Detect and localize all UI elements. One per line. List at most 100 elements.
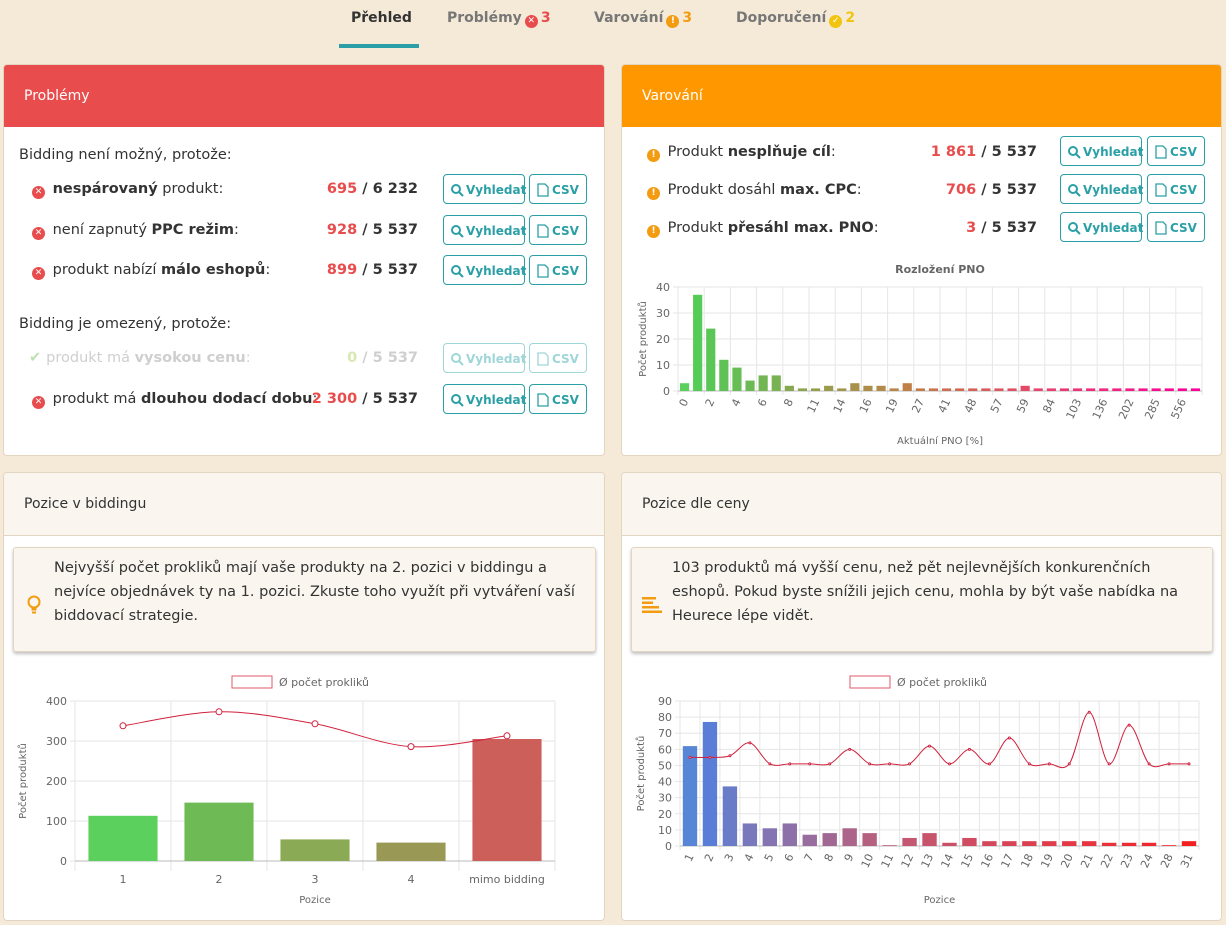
avg-clicks-point [1067, 762, 1071, 766]
bar [784, 385, 794, 391]
bar [184, 802, 254, 861]
price-panel-title: Pozice dle ceny [622, 473, 1221, 536]
x-tick-label: 16 [857, 397, 875, 415]
bar [1101, 842, 1117, 846]
bar [810, 388, 821, 391]
tab-overview-label: Přehled [351, 10, 412, 26]
legend-swatch [231, 675, 273, 689]
search-button[interactable]: Vyhledat [443, 384, 526, 414]
error-icon: ✕ [32, 227, 45, 240]
y-tick-label: 20 [658, 808, 672, 821]
search-button[interactable]: Vyhledat [443, 255, 526, 285]
csv-button[interactable]: CSV [529, 215, 587, 245]
csv-button[interactable]: CSV [529, 384, 587, 414]
avg-clicks-point [908, 762, 912, 766]
x-tick-label: 6 [782, 852, 797, 864]
file-icon [537, 224, 549, 238]
warning-row-goal: ! Produkt nesplňuje cíl: [644, 144, 836, 162]
tab-problems-count: 3 [540, 10, 551, 26]
tab-bar: Přehled Problémy ✕ 3 Varování! 3 Doporučení… [0, 0, 1226, 50]
search-button[interactable]: Vyhledat [1060, 136, 1143, 166]
search-button[interactable]: Vyhledat [1060, 174, 1143, 204]
bar [472, 739, 542, 861]
y-tick-label: 90 [658, 695, 672, 708]
bar [1086, 388, 1096, 391]
bar [955, 388, 965, 391]
x-tick-label: 14 [939, 852, 957, 870]
bar [1059, 388, 1070, 391]
avg-clicks-point [1087, 710, 1091, 714]
avg-clicks-line [122, 711, 508, 748]
tab-warnings-count: 3 [682, 10, 693, 26]
avg-clicks-point [808, 762, 812, 766]
bar [882, 845, 897, 846]
y-tick-label: 20 [656, 333, 670, 346]
bar [88, 815, 158, 861]
x-tick-label: 16 [978, 852, 996, 870]
bar [679, 383, 690, 391]
x-tick-label: 23 [1118, 852, 1136, 870]
search-button[interactable]: Vyhledat [1060, 212, 1143, 242]
search-icon [1068, 146, 1081, 159]
x-tick-label: 15 [958, 852, 976, 870]
x-tick-label: 59 [1014, 397, 1032, 415]
search-button-disabled[interactable]: Vyhledat [443, 343, 526, 373]
bar [824, 385, 834, 391]
y-tick-label: 70 [658, 727, 672, 740]
tab-problems[interactable]: Problémy ✕ 3 [447, 10, 551, 28]
tab-overview[interactable]: Přehled [351, 10, 412, 26]
avg-clicks-point [708, 755, 712, 759]
x-tick-label: 1 [682, 852, 697, 864]
y-tick-label: 30 [658, 792, 672, 805]
search-button[interactable]: Vyhledat [443, 215, 526, 245]
bidding-limited-heading: Bidding je omezený, protože: [19, 316, 232, 332]
avg-clicks-point [1007, 736, 1011, 740]
bidding-tip: Nejvyšší počet prokliků mají vaše produk… [13, 547, 596, 652]
warning-icon: ! [666, 15, 680, 28]
bar [1022, 841, 1037, 846]
bar [981, 388, 991, 391]
x-axis-title: Pozice [299, 895, 330, 906]
bar [1138, 388, 1148, 391]
y-tick-label: 50 [658, 759, 672, 772]
x-tick-label: 11 [879, 852, 897, 870]
warning-count-max-pno: 3 / 5 537 [966, 220, 1037, 236]
avg-clicks-point [1027, 762, 1031, 766]
y-tick-label: 0 [663, 385, 670, 398]
x-tick-label: 556 [1168, 397, 1189, 422]
csv-button[interactable]: CSV [1147, 212, 1205, 242]
x-tick-label: 27 [909, 397, 927, 415]
csv-button[interactable]: CSV [1147, 136, 1205, 166]
search-icon [1068, 184, 1081, 197]
bar [822, 833, 837, 846]
tab-recommendations[interactable]: Doporučení ✓ 2 [736, 10, 855, 28]
bar [802, 834, 817, 846]
csv-button-disabled[interactable]: CSV [529, 343, 587, 373]
csv-button[interactable]: CSV [529, 174, 587, 204]
x-tick-label: 4 [742, 852, 757, 864]
y-tick-label: 400 [46, 695, 67, 708]
x-tick-label: 3 [722, 852, 737, 864]
csv-button[interactable]: CSV [1147, 174, 1205, 204]
search-icon [1068, 222, 1081, 235]
search-icon [451, 353, 464, 366]
x-tick-label: 24 [1138, 852, 1156, 870]
bar [1177, 388, 1187, 391]
y-tick-label: 40 [656, 281, 670, 294]
bar [1190, 388, 1201, 391]
bar [962, 837, 977, 846]
x-tick-label: 202 [1116, 397, 1137, 422]
bidding-panel-title: Pozice v biddingu [4, 473, 604, 536]
bar [1121, 842, 1137, 846]
tab-warnings[interactable]: Varování! 3 [594, 10, 692, 28]
csv-button[interactable]: CSV [529, 255, 587, 285]
problem-count-high-price: 0 / 5 537 [347, 350, 418, 366]
avg-clicks-point [868, 762, 872, 766]
x-tick-label: 84 [1040, 397, 1058, 415]
bar [862, 833, 877, 846]
search-button[interactable]: Vyhledat [443, 174, 526, 204]
bar [863, 385, 873, 391]
search-icon [451, 394, 464, 407]
sort-bars-icon [642, 597, 662, 613]
x-tick-label: 2 [703, 397, 718, 409]
